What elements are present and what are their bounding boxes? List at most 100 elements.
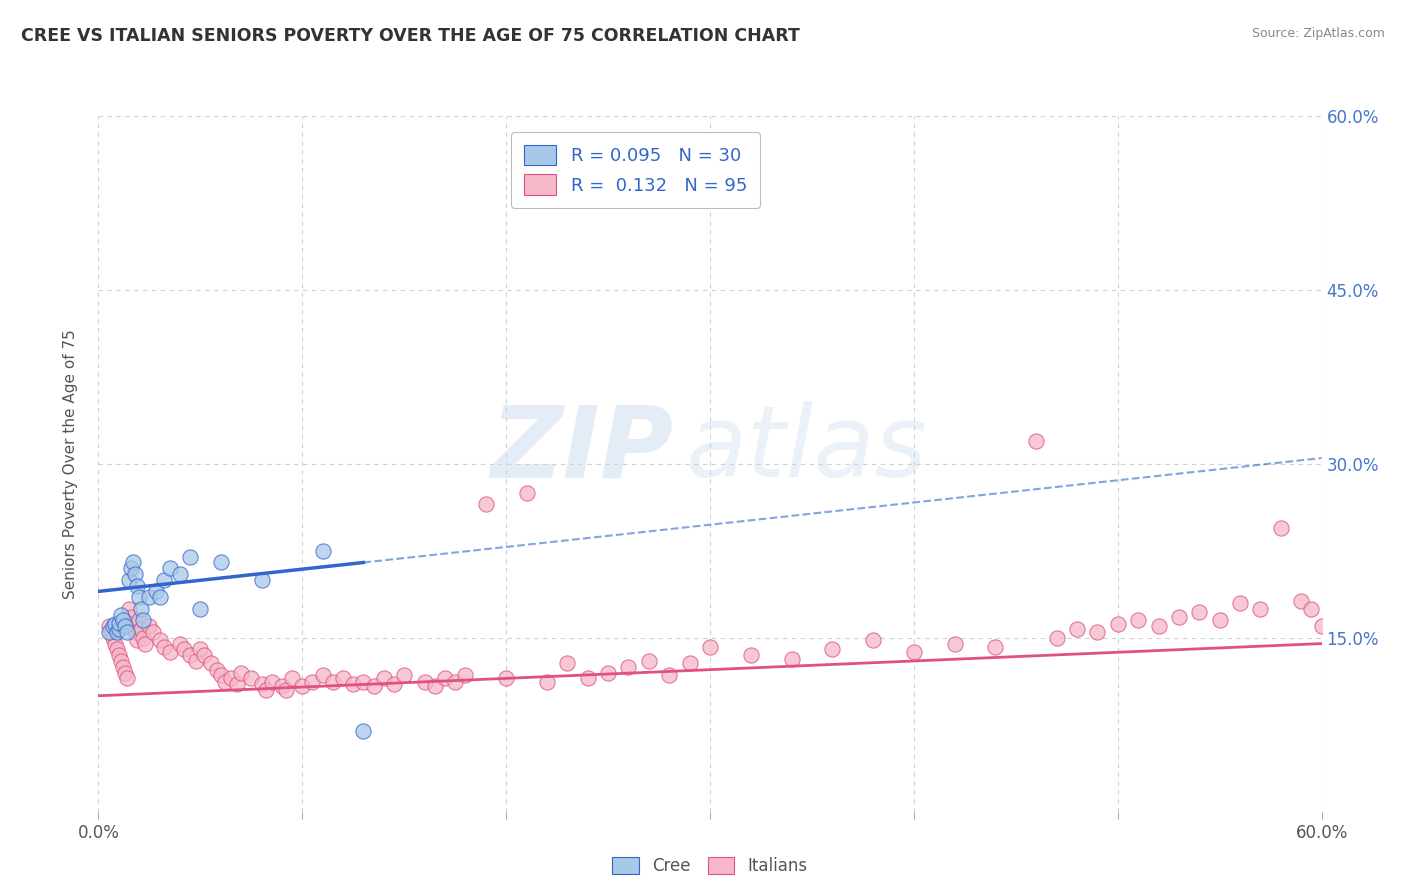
Point (124, 567, 146, 582)
Point (254, 683, 277, 698)
Point (474, 497, 498, 511)
Point (132, 614, 155, 628)
Point (111, 614, 134, 628)
Point (97, 624, 120, 639)
Point (127, 578, 149, 592)
Point (100, 624, 122, 639)
Text: ZIP: ZIP (491, 401, 673, 499)
Point (142, 624, 165, 639)
Point (1229, 596, 1251, 610)
Point (434, 671, 457, 685)
Point (186, 654, 208, 668)
Point (114, 665, 136, 680)
Point (209, 668, 232, 682)
Point (159, 645, 181, 659)
Point (291, 680, 314, 694)
Point (617, 660, 640, 674)
Point (132, 631, 155, 645)
Text: Source: ZipAtlas.com: Source: ZipAtlas.com (1251, 27, 1385, 40)
Point (1270, 520, 1292, 534)
Point (557, 657, 579, 671)
Point (1085, 624, 1108, 639)
Point (115, 671, 138, 685)
Point (159, 561, 181, 575)
Point (169, 637, 191, 651)
Point (188, 642, 212, 657)
Point (536, 674, 558, 689)
Point (105, 624, 128, 639)
Point (373, 671, 395, 685)
Point (699, 640, 721, 654)
Point (423, 680, 446, 694)
Point (108, 622, 131, 636)
Point (1025, 434, 1047, 448)
Point (226, 677, 249, 691)
Point (104, 637, 127, 651)
Point (943, 637, 966, 651)
Point (231, 665, 253, 680)
Point (105, 642, 128, 657)
Point (1209, 614, 1232, 628)
Point (382, 677, 405, 691)
Point (179, 648, 201, 662)
Point (138, 619, 160, 633)
Point (1188, 605, 1211, 619)
Point (1128, 614, 1150, 628)
Point (152, 640, 174, 654)
Point (129, 622, 152, 636)
Text: CREE VS ITALIAN SENIORS POVERTY OVER THE AGE OF 75 CORRELATION CHART: CREE VS ITALIAN SENIORS POVERTY OVER THE… (21, 27, 800, 45)
Point (1310, 619, 1333, 633)
Point (516, 485, 538, 500)
Point (101, 619, 124, 633)
Point (780, 651, 803, 665)
Point (104, 616, 127, 631)
Point (392, 668, 416, 682)
Point (169, 567, 191, 582)
Point (679, 657, 702, 671)
Point (1045, 631, 1069, 645)
Point (598, 665, 620, 680)
Point (110, 654, 132, 668)
Point (240, 671, 263, 685)
Point (188, 601, 212, 615)
Point (495, 671, 517, 685)
Point (576, 671, 599, 685)
Point (149, 591, 172, 605)
Y-axis label: Seniors Poverty Over the Age of 75: Seniors Poverty Over the Age of 75 (63, 329, 77, 599)
Point (1167, 610, 1189, 624)
Point (173, 642, 195, 657)
Point (111, 660, 134, 674)
Point (138, 591, 160, 605)
Point (108, 615, 131, 630)
Point (984, 640, 1007, 654)
Point (205, 663, 228, 677)
Point (352, 723, 374, 738)
Point (101, 631, 124, 645)
Legend: Cree, Italians: Cree, Italians (605, 848, 815, 883)
Point (1066, 622, 1088, 636)
Point (200, 657, 222, 671)
Point (118, 601, 141, 615)
Point (342, 677, 364, 691)
Point (274, 683, 297, 698)
Point (638, 654, 661, 668)
Point (122, 616, 145, 631)
Point (120, 610, 142, 624)
Point (301, 674, 323, 689)
Point (270, 680, 294, 694)
Point (903, 645, 925, 659)
Point (312, 668, 335, 682)
Point (260, 674, 283, 689)
Text: atlas: atlas (686, 401, 927, 499)
Point (122, 555, 145, 569)
Point (658, 668, 681, 682)
Point (352, 674, 374, 689)
Point (1301, 601, 1323, 615)
Point (114, 619, 136, 633)
Point (413, 674, 436, 689)
Point (108, 648, 131, 662)
Point (281, 671, 304, 685)
Point (862, 633, 884, 648)
Point (332, 671, 354, 685)
Point (124, 624, 146, 639)
